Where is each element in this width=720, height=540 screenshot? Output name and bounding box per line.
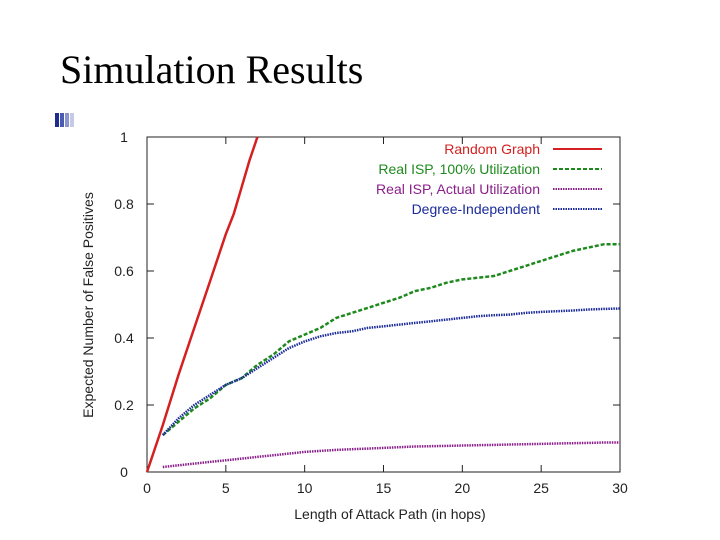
x-axis-label: Length of Attack Path (in hops) (294, 506, 486, 522)
series-line (161, 242, 620, 437)
series-line (161, 307, 621, 436)
y-tick-label: 0 (120, 464, 128, 480)
series-layer (145, 136, 621, 473)
x-tick-label: 25 (533, 480, 549, 496)
legend-entry-label: Real ISP, Actual Utilization (376, 181, 540, 197)
x-tick-label: 5 (222, 480, 230, 496)
x-tick-label: 20 (455, 480, 471, 496)
x-tick-label: 15 (376, 480, 392, 496)
x-tick-label: 10 (297, 480, 313, 496)
y-tick-label: 0.6 (114, 263, 134, 279)
y-tick-label: 0.4 (114, 330, 134, 346)
legend-entry-label: Real ISP, 100% Utilization (378, 161, 540, 177)
axes-layer: 0 5 10 15 20 25 30 0 0.2 0.4 0.6 0.8 1 (114, 129, 628, 496)
x-tick-label: 0 (143, 480, 151, 496)
y-tick-label: 1 (120, 129, 128, 145)
title-accent-square (55, 113, 59, 127)
series-line (145, 136, 259, 473)
slide-title: Simulation Results (60, 47, 364, 92)
title-accent-square (65, 113, 69, 127)
title-accent-square (60, 113, 64, 127)
legend-entry-label: Random Graph (444, 141, 540, 157)
legend: Random Graph Real ISP, 100% Utilization Re… (376, 141, 602, 217)
series-line (162, 441, 620, 469)
y-tick-label: 0.2 (114, 397, 134, 413)
x-tick-label: 30 (612, 480, 628, 496)
legend-entry-label: Degree-Independent (412, 201, 541, 217)
title-accent-square (70, 113, 74, 127)
y-tick-label: 0.8 (114, 196, 134, 212)
